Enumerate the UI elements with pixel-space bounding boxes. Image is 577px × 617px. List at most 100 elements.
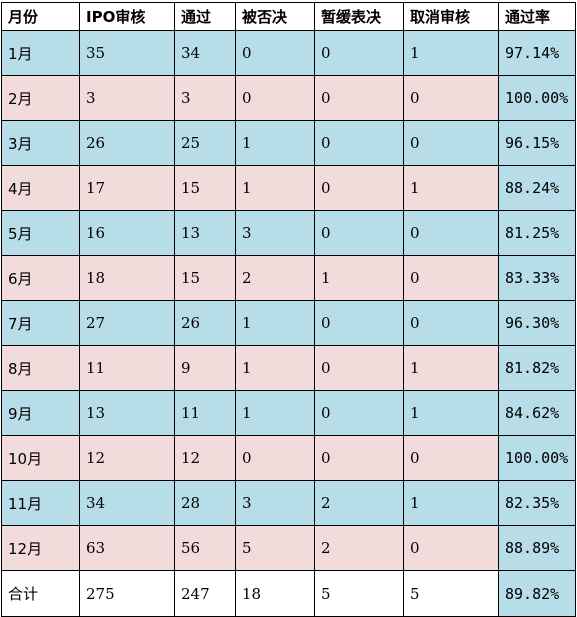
table-body: 1月 35 34 0 0 1 97.14% 2月 3 3 0 0 0 100.0… [1,30,576,617]
cell-deferred: 0 [314,435,404,481]
cell-rejected: 0 [235,75,315,121]
cell-deferred: 0 [314,120,404,166]
cell-rejected: 1 [235,345,315,391]
cell-rejected: 1 [235,390,315,436]
cell-cancelled: 1 [403,165,499,211]
table-row: 3月 26 25 1 0 0 96.15% [1,120,576,166]
total-rejected: 18 [235,570,315,617]
cell-cancelled: 0 [403,210,499,256]
header-deferred: 暂缓表决 [314,2,404,31]
cell-deferred: 0 [314,210,404,256]
cell-cancelled: 0 [403,75,499,121]
cell-deferred: 0 [314,165,404,211]
cell-deferred: 0 [314,75,404,121]
table-row: 2月 3 3 0 0 0 100.00% [1,75,576,121]
cell-rejected: 2 [235,255,315,301]
cell-rejected: 3 [235,210,315,256]
cell-rejected: 0 [235,435,315,481]
cell-ipo: 35 [79,30,175,76]
cell-ipo: 13 [79,390,175,436]
header-rejected: 被否决 [235,2,315,31]
cell-month: 9月 [1,390,80,436]
cell-month: 2月 [1,75,80,121]
total-deferred: 5 [314,570,404,617]
cell-ipo: 26 [79,120,175,166]
table-row: 5月 16 13 3 0 0 81.25% [1,210,576,256]
cell-ipo: 11 [79,345,175,391]
cell-pass-rate: 82.35% [498,480,576,526]
cell-month: 3月 [1,120,80,166]
cell-cancelled: 1 [403,480,499,526]
total-pass-rate: 89.82% [498,570,576,617]
cell-deferred: 2 [314,480,404,526]
header-ipo-review: IPO审核 [79,2,175,31]
total-ipo: 275 [79,570,175,617]
cell-deferred: 0 [314,300,404,346]
cell-month: 11月 [1,480,80,526]
header-passed: 通过 [174,2,236,31]
header-month: 月份 [1,2,80,31]
cell-month: 10月 [1,435,80,481]
table-row: 7月 27 26 1 0 0 96.30% [1,300,576,346]
cell-ipo: 63 [79,525,175,571]
cell-cancelled: 1 [403,345,499,391]
cell-cancelled: 0 [403,300,499,346]
cell-ipo: 12 [79,435,175,481]
cell-passed: 56 [174,525,236,571]
cell-cancelled: 0 [403,435,499,481]
cell-passed: 34 [174,30,236,76]
cell-passed: 13 [174,210,236,256]
cell-pass-rate: 100.00% [498,75,576,121]
cell-pass-rate: 84.62% [498,390,576,436]
cell-month: 8月 [1,345,80,391]
total-passed: 247 [174,570,236,617]
cell-cancelled: 0 [403,120,499,166]
cell-passed: 9 [174,345,236,391]
cell-ipo: 27 [79,300,175,346]
cell-ipo: 3 [79,75,175,121]
table-row: 11月 34 28 3 2 1 82.35% [1,480,576,526]
cell-ipo: 34 [79,480,175,526]
cell-pass-rate: 100.00% [498,435,576,481]
cell-deferred: 0 [314,345,404,391]
cell-month: 5月 [1,210,80,256]
header-cancelled: 取消审核 [403,2,499,31]
cell-month: 4月 [1,165,80,211]
cell-pass-rate: 97.14% [498,30,576,76]
cell-deferred: 2 [314,525,404,571]
cell-rejected: 0 [235,30,315,76]
cell-rejected: 1 [235,120,315,166]
cell-month: 7月 [1,300,80,346]
cell-cancelled: 1 [403,30,499,76]
cell-pass-rate: 88.24% [498,165,576,211]
cell-passed: 15 [174,165,236,211]
table-row: 9月 13 11 1 0 1 84.62% [1,390,576,436]
table-row: 1月 35 34 0 0 1 97.14% [1,30,576,76]
cell-passed: 26 [174,300,236,346]
cell-rejected: 5 [235,525,315,571]
table-row: 12月 63 56 5 2 0 88.89% [1,525,576,571]
table-row: 8月 11 9 1 0 1 81.82% [1,345,576,391]
cell-ipo: 18 [79,255,175,301]
total-row: 合计 275 247 18 5 5 89.82% [1,570,576,617]
cell-passed: 25 [174,120,236,166]
cell-pass-rate: 96.15% [498,120,576,166]
cell-pass-rate: 81.82% [498,345,576,391]
cell-cancelled: 0 [403,525,499,571]
cell-ipo: 16 [79,210,175,256]
cell-ipo: 17 [79,165,175,211]
cell-passed: 11 [174,390,236,436]
cell-passed: 3 [174,75,236,121]
cell-deferred: 0 [314,390,404,436]
cell-passed: 28 [174,480,236,526]
cell-cancelled: 0 [403,255,499,301]
cell-pass-rate: 96.30% [498,300,576,346]
table-row: 6月 18 15 2 1 0 83.33% [1,255,576,301]
cell-pass-rate: 81.25% [498,210,576,256]
header-row: 月份 IPO审核 通过 被否决 暂缓表决 取消审核 通过率 [1,2,576,31]
cell-deferred: 0 [314,30,404,76]
cell-month: 1月 [1,30,80,76]
cell-month: 12月 [1,525,80,571]
cell-passed: 12 [174,435,236,481]
